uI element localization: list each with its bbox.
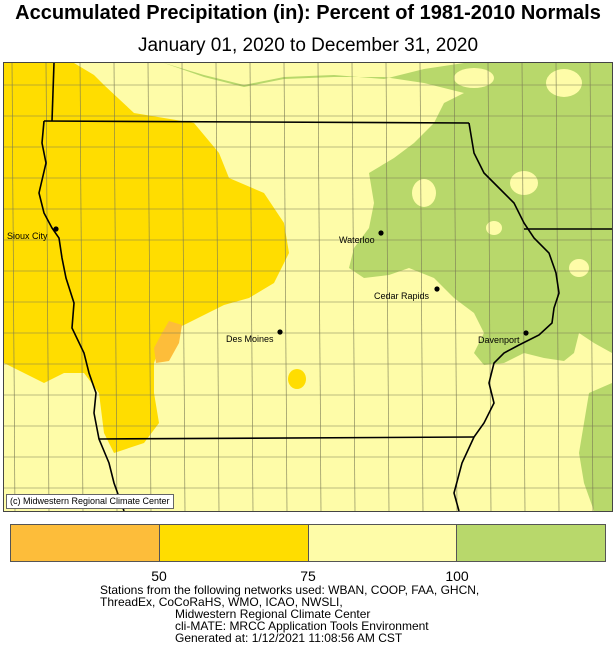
city-label-sioux-city: Sioux City	[7, 231, 48, 241]
county-line	[215, 63, 220, 511]
region-above-100-se	[579, 383, 612, 511]
legend-swatch-below-50	[11, 525, 160, 561]
map-title: Accumulated Precipitation (in): Percent …	[15, 2, 601, 24]
county-line	[589, 63, 594, 511]
city-dot-waterloo	[378, 230, 384, 236]
county-line	[351, 63, 356, 511]
legend-swatch-50-75	[159, 525, 309, 561]
city-markers: Sioux City Waterloo Cedar Rapids Des Moi…	[7, 226, 529, 345]
region-above-100-east	[164, 63, 612, 365]
county-line	[249, 63, 254, 511]
region-75-100-spot-7	[454, 68, 494, 88]
legend-swatch-above-100	[457, 525, 605, 561]
county-line	[317, 63, 322, 511]
county-line	[113, 63, 118, 511]
county-line	[147, 63, 152, 511]
footer-line-5: Generated at: 1/12/2021 11:08:56 AM CST	[175, 631, 403, 645]
region-75-100-spot-5	[426, 308, 442, 328]
city-label-davenport: Davenport	[478, 335, 520, 345]
map-credit: (c) Midwestern Regional Climate Center	[6, 494, 174, 509]
city-label-cedar-rapids: Cedar Rapids	[374, 291, 430, 301]
legend-tick-50: 50	[151, 568, 167, 584]
county-line	[283, 63, 288, 511]
map-subtitle: January 01, 2020 to December 31, 2020	[137, 35, 479, 56]
color-legend	[10, 524, 606, 562]
county-line	[181, 63, 186, 511]
map-canvas: Sioux City Waterloo Cedar Rapids Des Moi…	[4, 63, 612, 511]
iowa-north-border	[43, 120, 470, 124]
county-line	[79, 63, 84, 511]
city-dot-des-moines	[277, 329, 283, 335]
legend-swatch-75-100	[308, 525, 458, 561]
mississippi-river	[453, 122, 560, 511]
city-dot-sioux-city	[53, 226, 59, 232]
city-dot-cedar-rapids	[434, 286, 440, 292]
city-dot-davenport	[523, 330, 529, 336]
county-grid	[4, 63, 612, 511]
region-75-100-spot-6	[546, 69, 582, 97]
footer-line-3: Midwestern Regional Climate Center	[175, 607, 371, 621]
legend-tick-100: 100	[445, 568, 469, 584]
city-label-waterloo: Waterloo	[339, 235, 375, 245]
region-75-100-spot-4	[486, 221, 502, 235]
county-line	[385, 63, 390, 511]
sd-mn-border	[51, 63, 55, 122]
county-line	[11, 63, 16, 511]
footer-line-1: Stations from the following networks use…	[100, 583, 480, 597]
footer-notes: Stations from the following networks use…	[0, 584, 616, 644]
region-75-100-spot-2	[510, 171, 538, 195]
missouri-river	[38, 120, 125, 511]
county-line	[45, 63, 50, 511]
region-50-75-west	[4, 63, 289, 453]
county-line	[487, 63, 492, 511]
state-boundaries	[38, 63, 612, 511]
footer-line-4: cli-MATE: MRCC Application Tools Environ…	[175, 619, 429, 633]
region-75-100-spot-3	[569, 259, 589, 277]
county-line	[521, 63, 526, 511]
county-line	[419, 63, 424, 511]
city-label-des-moines: Des Moines	[226, 334, 274, 344]
legend-tick-75: 75	[300, 568, 316, 584]
region-75-100-spot-1	[412, 179, 436, 207]
region-50-75-spot	[288, 369, 306, 389]
footer-line-2: ThreadEx, CoCoRaHS, WMO, ICAO, NWSLI,	[100, 595, 343, 609]
region-below-50	[154, 321, 182, 363]
iowa-south-border	[98, 436, 475, 440]
precipitation-map: Sioux City Waterloo Cedar Rapids Des Moi…	[3, 62, 613, 512]
